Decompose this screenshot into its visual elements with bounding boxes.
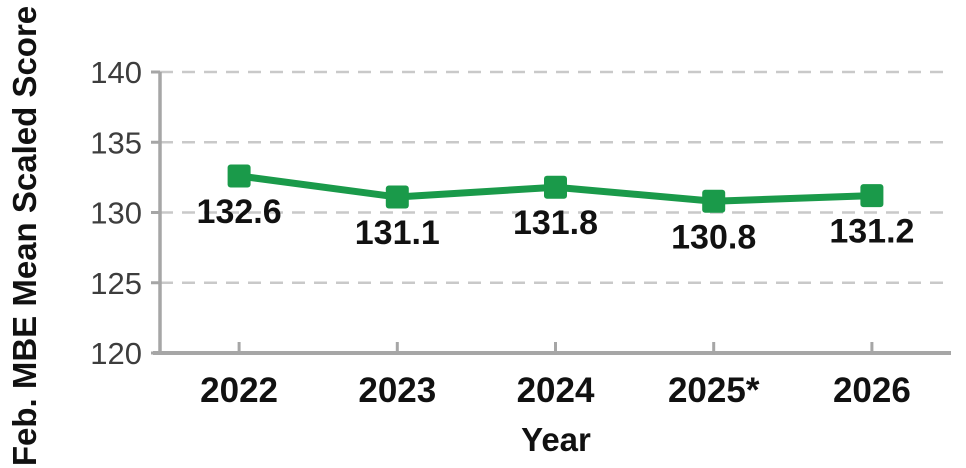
labels-group: 120 125 130 135 140 2022 2023 2024 2025* 2026 132.…: [90, 55, 914, 410]
marker: [544, 175, 567, 199]
x-tick-label: 2026: [833, 371, 911, 410]
y-tick-label: 140: [90, 55, 142, 90]
x-tick-label: 2025*: [668, 371, 760, 410]
y-tick-label: 120: [90, 336, 142, 371]
axis-lines: [153, 72, 951, 355]
y-tick-label: 135: [90, 125, 142, 160]
data-label: 130.8: [671, 218, 756, 256]
x-tick-label: 2024: [517, 371, 595, 410]
marker: [227, 164, 251, 188]
marker: [860, 184, 884, 208]
x-tick-label: 2023: [358, 371, 436, 410]
data-label: 131.1: [355, 214, 440, 252]
y-axis-title: Feb. MBE Mean Scaled Score: [6, 6, 43, 466]
data-label: 131.8: [513, 204, 598, 242]
marker: [385, 185, 409, 209]
x-axis-title: Year: [521, 421, 591, 458]
data-label: 132.6: [197, 193, 282, 231]
data-label: 131.2: [829, 213, 914, 251]
y-tick-label: 130: [90, 196, 142, 231]
y-tick-label: 125: [90, 266, 142, 301]
marker: [702, 189, 726, 213]
series-group: [227, 164, 884, 213]
x-tick-label: 2022: [200, 371, 278, 410]
